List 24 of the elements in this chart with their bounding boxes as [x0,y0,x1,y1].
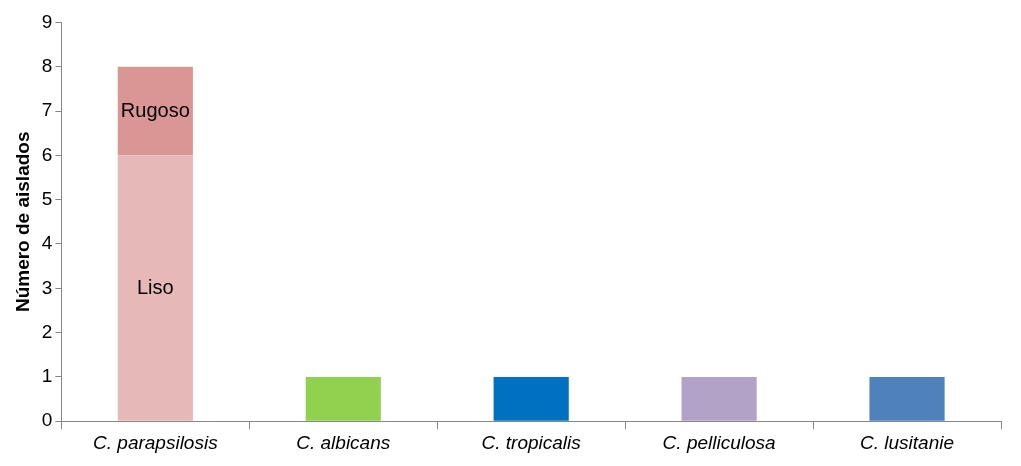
y-tick-label: 0 [41,409,53,431]
x-tick-label: C. lusitanie [860,431,955,453]
y-tick-label: 2 [41,320,53,342]
series-label: Liso [136,275,174,298]
y-axis-title: Número de aislados [11,131,33,313]
y-tick-label: 3 [41,276,53,298]
bar [681,376,757,421]
x-tick-label: C. albicans [296,431,391,453]
y-tick-label: 1 [41,365,53,387]
y-tick-label: 4 [41,232,53,254]
bar [493,376,569,421]
y-tick-label: 9 [41,10,53,32]
x-tick-label: C. pelliculosa [662,431,776,453]
y-tick-label: 6 [41,143,53,165]
bar [305,376,381,421]
bar [869,376,945,421]
bar [117,155,193,421]
y-tick-label: 7 [41,99,53,121]
x-tick-label: C. tropicalis [481,431,582,453]
x-tick-label: C. parapsilosis [93,431,219,453]
y-tick-label: 8 [41,54,53,76]
y-tick-label: 5 [41,187,53,209]
bar [117,66,193,156]
series-label: Rugoso [120,98,190,121]
